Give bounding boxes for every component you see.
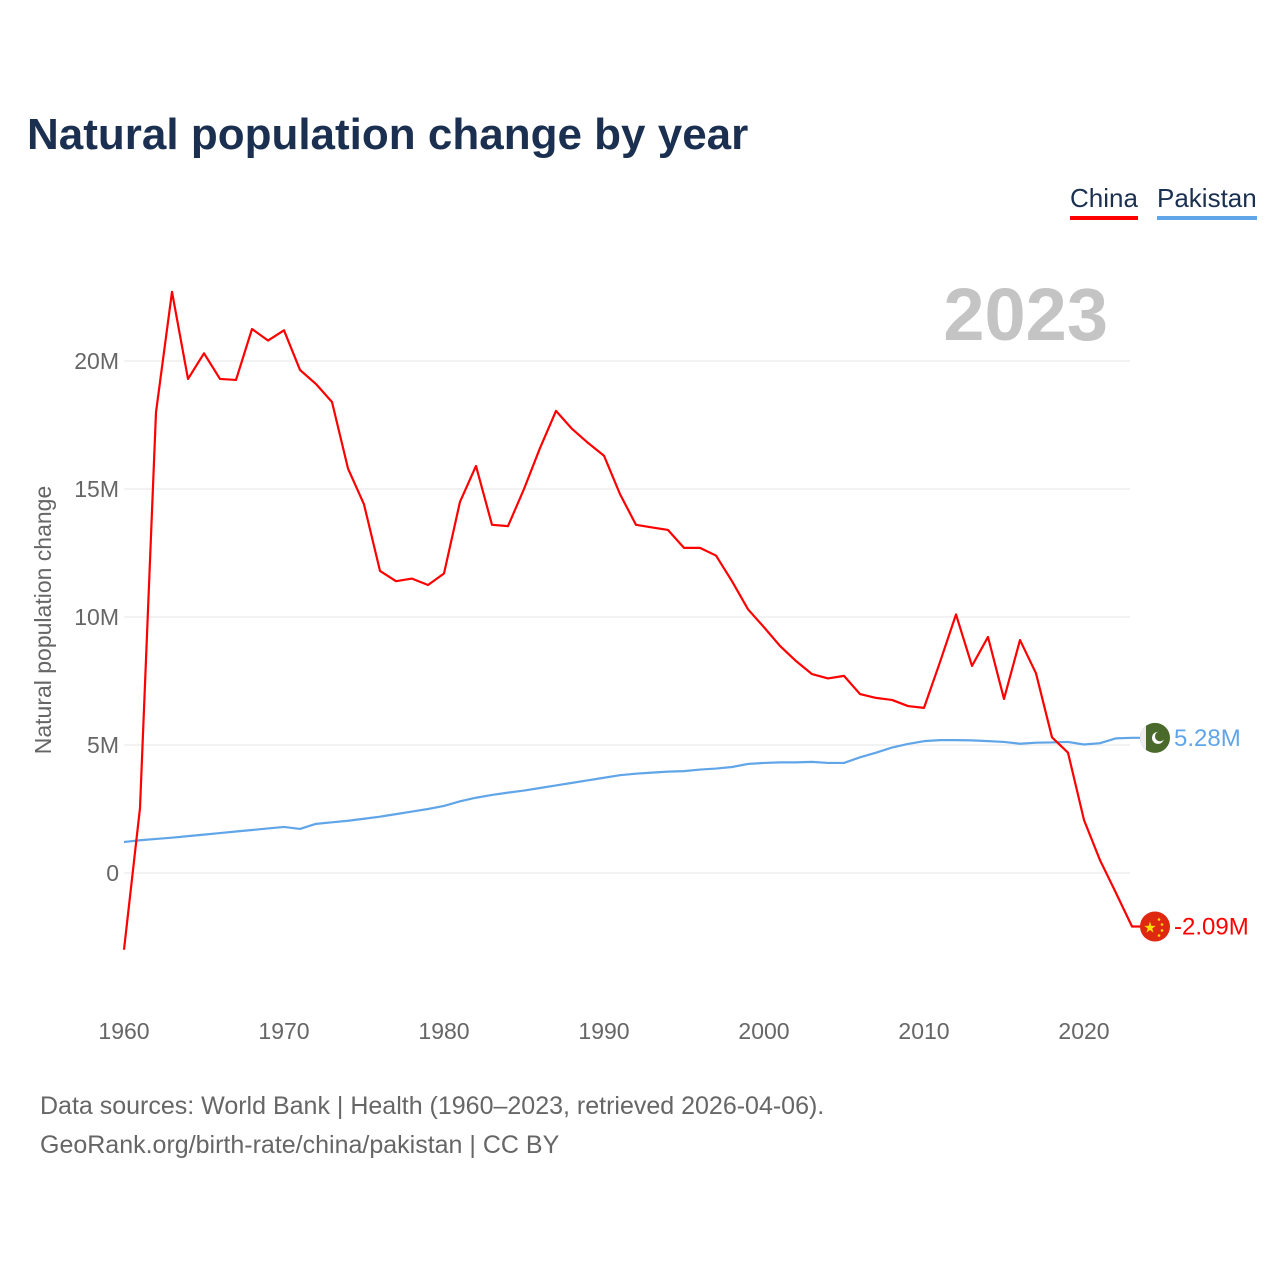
chart-title: Natural population change by year	[27, 110, 749, 159]
legend-item-china[interactable]: China	[1070, 183, 1138, 220]
y-tick-label: 20M	[74, 348, 119, 374]
x-tick-label: 1980	[418, 1018, 469, 1044]
x-tick-label: 2020	[1058, 1018, 1109, 1044]
series-line-pakistan[interactable]	[123, 736, 1144, 844]
x-tick-label: 1970	[258, 1018, 309, 1044]
footer-sources: Data sources: World Bank | Health (1960–…	[40, 1092, 825, 1120]
series-line-china[interactable]	[122, 290, 1144, 950]
y-tick-label: 5M	[87, 732, 119, 758]
y-tick-label: 0	[106, 860, 119, 886]
y-tick-label: 15M	[74, 476, 119, 502]
end-value-label-china: -2.09M	[1174, 914, 1249, 941]
x-tick-label: 1990	[578, 1018, 629, 1044]
end-value-label-pakistan: 5.28M	[1174, 725, 1241, 752]
svg-text:★: ★	[1143, 920, 1156, 937]
y-tick-label: 10M	[74, 604, 119, 630]
china-flag-icon: ★	[1140, 911, 1170, 942]
pakistan-flag-icon	[1140, 722, 1170, 753]
x-tick-label: 1960	[98, 1018, 149, 1044]
footer: Data sources: World Bank | Health (1960–…	[40, 1087, 824, 1165]
legend-item-pakistan[interactable]: Pakistan	[1157, 183, 1257, 220]
footer-attribution[interactable]: GeoRank.org/birth-rate/china/pakistan | …	[40, 1131, 560, 1159]
year-watermark: 2023	[943, 273, 1108, 356]
y-axis-label: Natural population change	[30, 486, 56, 755]
x-tick-label: 2010	[898, 1018, 949, 1044]
x-tick-label: 2000	[738, 1018, 789, 1044]
